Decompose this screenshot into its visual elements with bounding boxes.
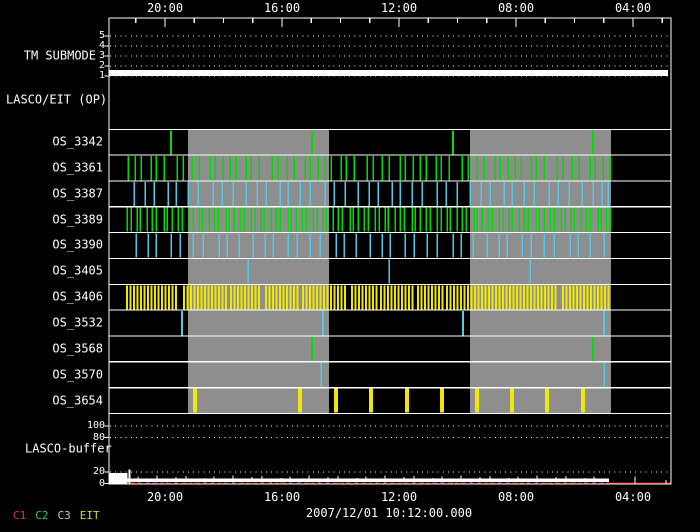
legend-item-c1: C1 — [13, 509, 27, 522]
row-label-os_3654: OS_3654 — [52, 393, 103, 407]
x-axis-label-bottom: 08:00 — [497, 490, 535, 504]
row-label-os_3387: OS_3387 — [52, 186, 103, 201]
row-label-os_3342: OS_3342 — [52, 134, 103, 149]
legend-item-c2: C2 — [35, 509, 49, 522]
row-label-lasco-eit-op: LASCO/EIT (OP) — [6, 92, 108, 107]
x-axis-label-top: 08:00 — [497, 1, 535, 15]
x-axis-label-bottom: 04:00 — [614, 490, 652, 504]
x-axis-label-top: 20:00 — [146, 1, 184, 15]
tm-submode-level-2: 2 — [98, 60, 105, 71]
tm-submode-value-bar — [109, 70, 668, 76]
row-label-os_3568: OS_3568 — [52, 341, 103, 356]
datetime-label: 2007/12/01 10:12:00.000 — [305, 506, 473, 520]
legend-item-eit: EIT — [79, 509, 100, 522]
buffer-ytick-80: 80 — [92, 431, 105, 443]
row-label-lasco-buffer: LASCO-buffer — [25, 441, 112, 456]
plot-border — [108, 17, 672, 485]
keyhole-gray-band — [470, 129, 611, 414]
buffer-left-block — [109, 473, 128, 485]
row-label-os_3406: OS_3406 — [52, 289, 103, 304]
x-axis-label-top: 04:00 — [614, 1, 652, 15]
row-label-os_3390: OS_3390 — [52, 237, 103, 252]
row-label-os_3361: OS_3361 — [52, 160, 103, 175]
legend-item-c3: C3 — [57, 509, 71, 522]
x-axis-label-bottom: 12:00 — [380, 490, 418, 504]
tm-submode-level-5: 5 — [98, 30, 105, 41]
row-label-os_3405: OS_3405 — [52, 263, 103, 278]
buffer-ytick-100: 100 — [86, 420, 105, 431]
buffer-ytick-20: 20 — [92, 466, 105, 477]
tm-submode-level-3: 3 — [98, 50, 105, 61]
row-label-os_3532: OS_3532 — [52, 315, 103, 330]
row-label-tm-submode: TM SUBMODE — [23, 48, 96, 63]
tm-submode-level-1: 1 — [98, 70, 105, 81]
x-axis-label-top: 16:00 — [263, 1, 301, 15]
row-label-os_3570: OS_3570 — [52, 367, 103, 382]
buffer-ytick-0: 0 — [98, 477, 105, 489]
instrument-legend: C1 C2 C3 EIT — [13, 509, 100, 522]
x-axis-label-top: 12:00 — [380, 1, 418, 15]
tm-submode-level-4: 4 — [98, 40, 105, 51]
x-axis-label-bottom: 20:00 — [146, 490, 184, 504]
x-axis-label-bottom: 16:00 — [263, 490, 301, 504]
row-label-os_3389: OS_3389 — [52, 212, 103, 226]
